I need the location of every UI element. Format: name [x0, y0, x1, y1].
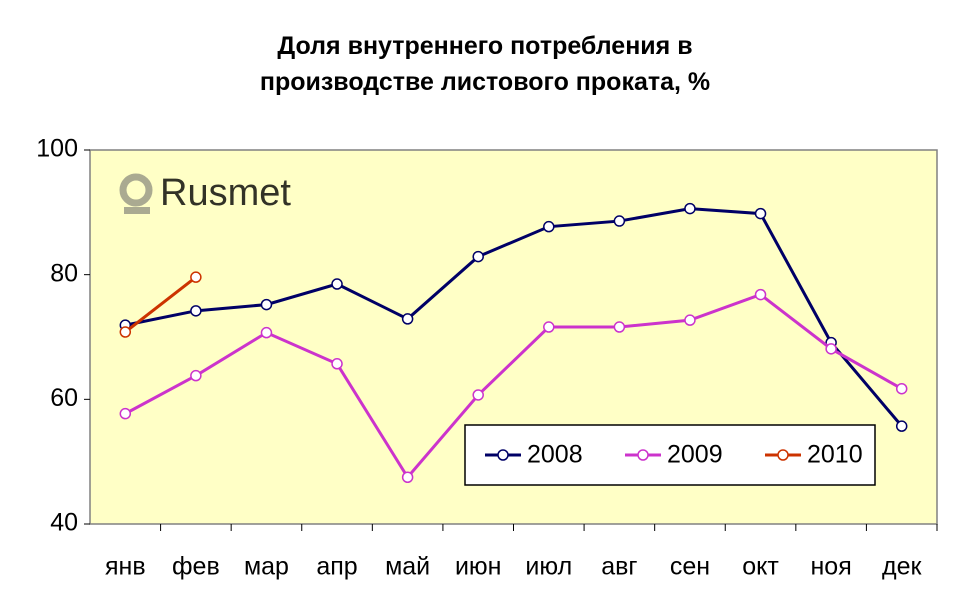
point-marker [190, 305, 202, 317]
point-marker [684, 202, 696, 215]
point-marker [684, 314, 696, 326]
point-marker [895, 382, 908, 395]
point-marker [260, 298, 273, 311]
x-tick-label: мар [244, 553, 289, 581]
x-tick-label: ноя [811, 553, 852, 581]
point-marker [331, 278, 343, 290]
point-marker [895, 420, 908, 432]
x-tick-label: янв [105, 553, 146, 581]
point-marker [260, 326, 273, 339]
y-tick-label: 80 [50, 259, 78, 287]
legend-marker [637, 449, 649, 461]
point-marker [613, 321, 626, 333]
point-marker [472, 250, 484, 263]
point-marker [119, 326, 132, 338]
x-tick-label: июн [455, 553, 502, 581]
x-tick-label: дек [882, 553, 922, 581]
legend-label: 2010 [807, 441, 863, 469]
x-tick-label: авг [601, 553, 637, 581]
legend-marker [497, 449, 509, 461]
point-marker [190, 271, 202, 283]
watermark-logo [119, 173, 153, 214]
point-marker [331, 358, 343, 370]
point-marker [543, 220, 555, 233]
x-tick-label: апр [316, 553, 357, 581]
point-marker [401, 471, 414, 483]
legend-label: 2008 [527, 441, 583, 469]
legend: 2008 2009 2010 [464, 424, 876, 486]
point-marker [190, 369, 202, 382]
series-line [124, 275, 197, 334]
x-tick-label: фев [172, 553, 220, 581]
series-line [124, 207, 903, 428]
x-tick-label: июл [525, 553, 572, 581]
chart-title: Доля внутреннего потребления в производс… [259, 32, 711, 96]
watermark: Rusmet [160, 172, 291, 214]
x-tick-label: окт [742, 553, 779, 581]
point-marker [119, 407, 132, 420]
point-marker [754, 288, 767, 301]
point-marker [543, 321, 555, 333]
legend-label: 2009 [667, 441, 723, 469]
y-tick-label: 60 [50, 384, 78, 412]
series-line [124, 292, 903, 480]
x-tick-label: сен [670, 553, 710, 581]
y-tick-label: 40 [50, 509, 78, 537]
point-marker [825, 343, 837, 355]
legend-marker [777, 449, 789, 461]
point-marker [472, 389, 484, 401]
x-tick-label: май [385, 553, 430, 581]
point-marker [754, 207, 767, 220]
point-marker [613, 215, 626, 227]
y-tick-label: 100 [36, 135, 78, 163]
legend-box [464, 424, 876, 486]
point-marker [401, 313, 414, 325]
